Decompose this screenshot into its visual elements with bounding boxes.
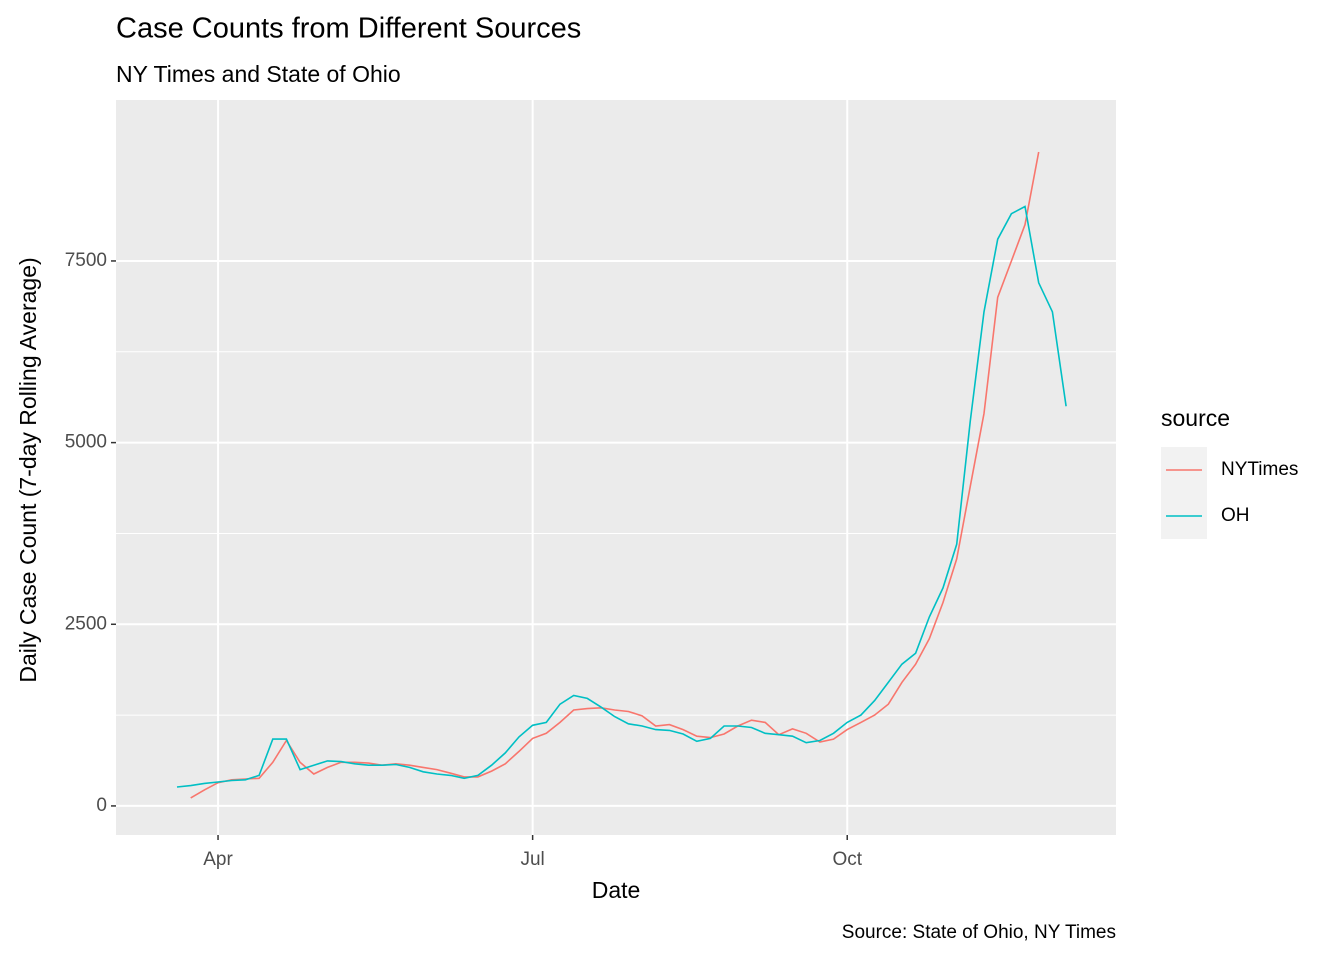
caption: Source: State of Ohio, NY Times [842, 922, 1116, 943]
x-axis-title: Date [592, 877, 641, 903]
series-line [176, 205, 1067, 788]
x-tick-label: Oct [832, 849, 862, 870]
series-line [190, 151, 1040, 799]
x-tick-label: Jul [520, 849, 544, 870]
lines [176, 151, 1067, 799]
y-tick-label: 5000 [65, 432, 107, 453]
legend-label: NYTimes [1221, 459, 1298, 480]
legend-label: OH [1221, 505, 1250, 526]
legend-title: source [1161, 405, 1230, 431]
y-tick-label: 7500 [65, 250, 107, 271]
y-tick-label: 2500 [65, 613, 107, 634]
legend: source NYTimes OH [1161, 405, 1298, 539]
x-tick-label: Apr [203, 849, 233, 870]
y-axis-title: Daily Case Count (7-day Rolling Average) [15, 257, 41, 682]
chart-title: Case Counts from Different Sources [116, 13, 581, 45]
panel [116, 100, 1116, 835]
chart-subtitle: NY Times and State of Ohio [116, 61, 401, 87]
grid [116, 100, 1116, 835]
y-tick-label: 0 [96, 795, 107, 816]
